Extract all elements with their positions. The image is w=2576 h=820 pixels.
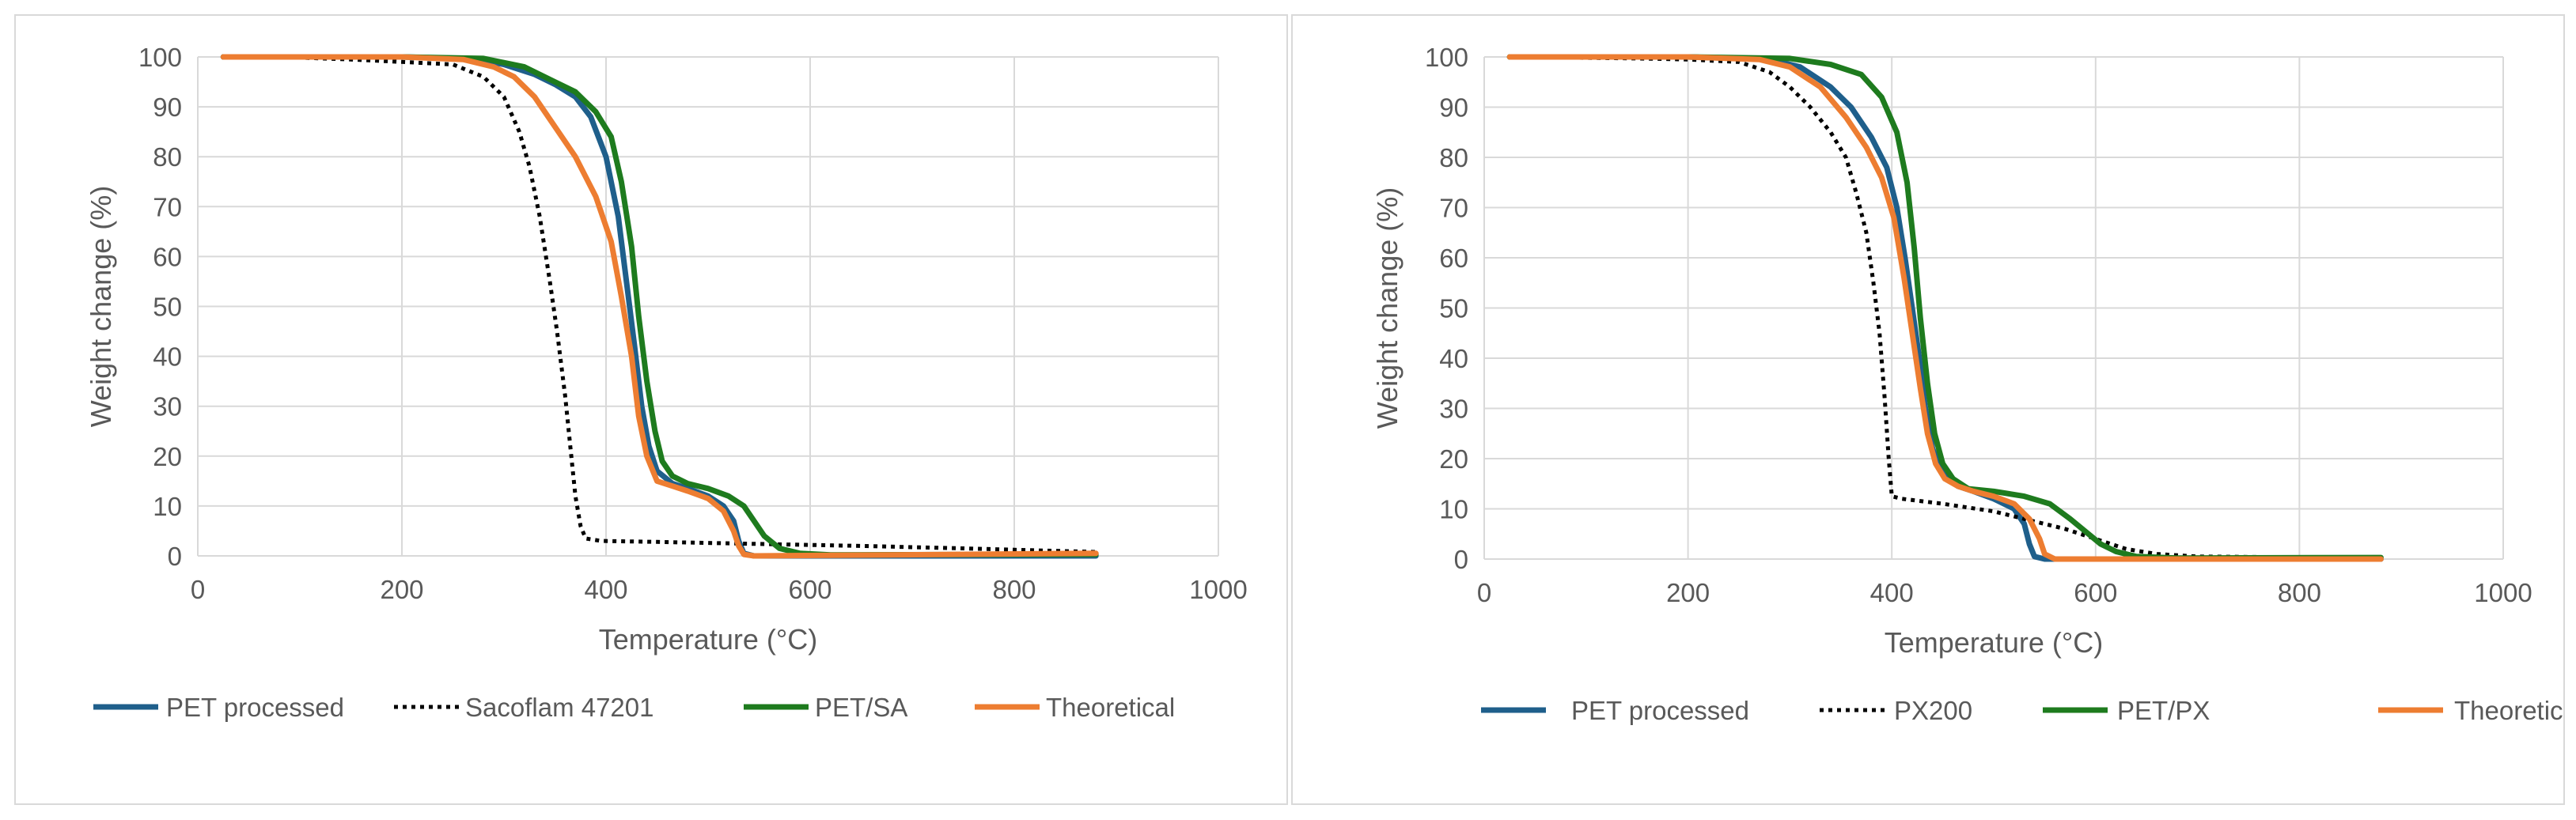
y-tick-label: 100: [1425, 43, 1468, 72]
y-tick-label: 90: [153, 93, 182, 122]
x-tick-label: 200: [380, 575, 423, 604]
x-tick-label: 600: [788, 575, 832, 604]
x-tick-label: 400: [1870, 578, 1914, 607]
legend-label-1: Sacoflam 47201: [465, 693, 654, 722]
x-axis-title: Temperature (°C): [599, 623, 817, 656]
x-tick-label: 200: [1666, 578, 1710, 607]
x-tick-label: 800: [992, 575, 1036, 604]
y-axis-title: Weight change (%): [1371, 187, 1404, 429]
x-axis-title: Temperature (°C): [1885, 626, 2103, 659]
y-tick-label: 30: [153, 392, 182, 421]
y-tick-label: 80: [153, 142, 182, 172]
x-tick-label: 400: [584, 575, 627, 604]
legend-label-3: Theoretical: [1046, 693, 1175, 722]
series-line-3: [220, 54, 1099, 559]
series-line-3: [1506, 54, 2384, 562]
x-tick-label: 0: [191, 575, 205, 604]
y-tick-label: 70: [153, 192, 182, 221]
x-tick-label: 0: [1477, 578, 1491, 607]
legend-label-1: PX200: [1894, 696, 1972, 725]
legend-label-2: PET/SA: [815, 693, 907, 722]
y-tick-label: 80: [1439, 143, 1468, 172]
y-tick-label: 10: [1439, 495, 1468, 524]
y-tick-label: 60: [153, 242, 182, 271]
series-line-2: [1506, 54, 2384, 561]
x-tick-label: 800: [2278, 578, 2321, 607]
y-tick-label: 40: [1439, 344, 1468, 373]
legend-label-0: PET processed: [1571, 696, 1749, 725]
legend-label-2: PET/PX: [2117, 696, 2210, 725]
series-line-0: [220, 54, 1099, 559]
legend-label-3: Theoretical: [2454, 696, 2563, 725]
y-tick-label: 70: [1439, 194, 1468, 223]
gridlines: [197, 56, 1219, 557]
x-tick-label: 1000: [1189, 575, 1247, 604]
y-tick-label: 30: [1439, 395, 1468, 424]
y-tick-label: 40: [153, 342, 182, 372]
gridlines: [1483, 56, 2504, 560]
y-tick-label: 20: [1439, 444, 1468, 474]
y-tick-label: 60: [1439, 244, 1468, 273]
y-tick-label: 100: [138, 43, 182, 72]
y-tick-label: 0: [168, 542, 182, 571]
y-tick-label: 90: [1439, 93, 1468, 123]
x-tick-label: 1000: [2474, 578, 2532, 607]
chart-panel-right: 0 10 20 30 40 50 60 70 80 90 100 0 200 400 600 800 1000 T…: [1291, 14, 2565, 805]
y-tick-label: 50: [1439, 294, 1468, 323]
y-tick-label: 10: [153, 492, 182, 521]
chart-panel-left: 0 10 20 30 40 50 60 70 80 90 100 0 200 400 600 800 1000 T…: [14, 14, 1288, 805]
y-tick-label: 20: [153, 442, 182, 471]
y-tick-label: 0: [1454, 545, 1468, 574]
y-tick-label: 50: [153, 293, 182, 322]
y-axis-title: Weight change (%): [85, 186, 117, 428]
series-line-2: [220, 54, 1099, 558]
legend-label-0: PET processed: [166, 693, 344, 722]
x-tick-label: 600: [2074, 578, 2117, 607]
